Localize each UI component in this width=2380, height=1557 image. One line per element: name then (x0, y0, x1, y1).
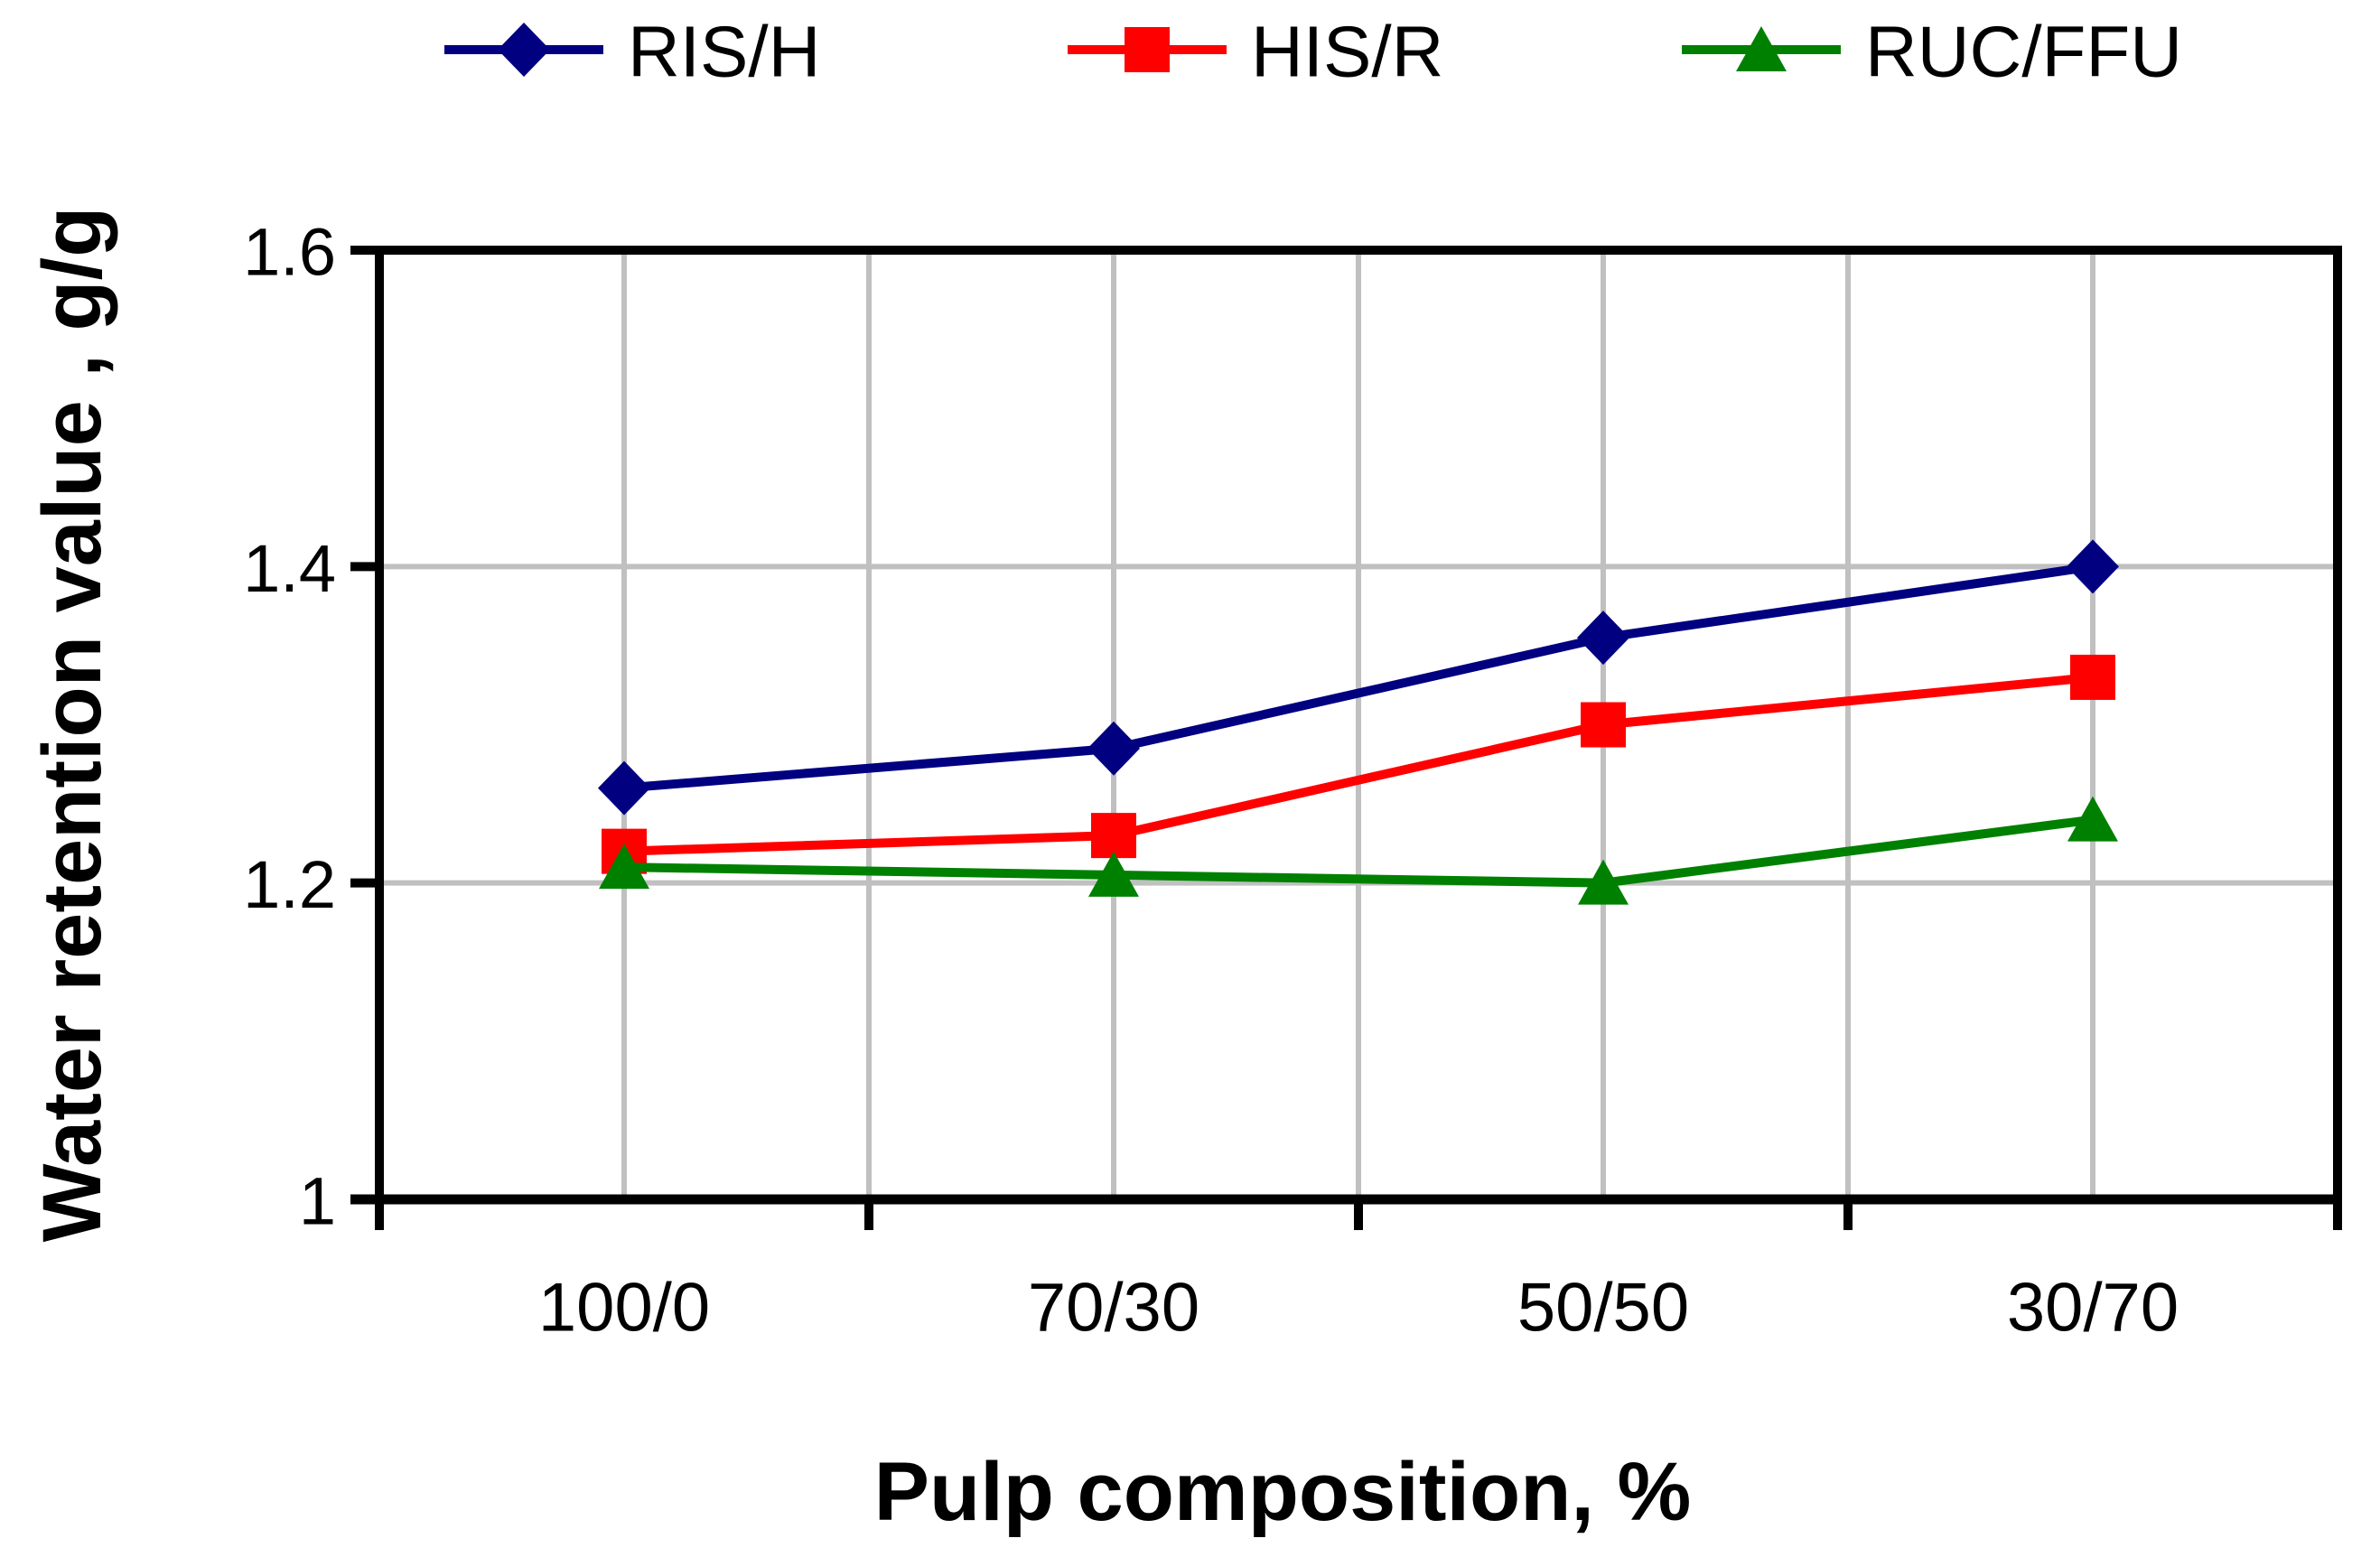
y-tick-label: 1.2 (243, 847, 336, 922)
series-line-his-r (623, 672, 2094, 856)
data-point-marker (598, 760, 650, 816)
legend-label: HIS/R (1251, 12, 1443, 92)
data-point-marker (599, 844, 649, 890)
legend-label: RUC/FFU (1865, 12, 2182, 92)
data-point-marker (2067, 796, 2118, 842)
y-axis-title: Water retention value , g/g (26, 207, 118, 1243)
data-point-marker (1087, 721, 1140, 776)
legend-marker (1125, 27, 1170, 72)
series-line-ruc-ffu (623, 815, 2094, 888)
series-line-ris-h (623, 562, 2094, 793)
legend-marker (1736, 26, 1787, 71)
x-tick-label: 70/30 (1028, 1270, 1199, 1347)
data-point-marker (1581, 702, 1626, 748)
y-tick-label: 1.4 (243, 531, 336, 606)
data-point-marker (2070, 654, 2115, 700)
x-tick-label: 50/50 (1517, 1270, 1689, 1347)
data-point-marker (1577, 611, 1629, 666)
data-point-marker (1091, 813, 1136, 859)
y-tick-label: 1 (299, 1164, 336, 1239)
x-axis-title: Pulp composition, % (874, 1446, 1692, 1538)
legend-marker (498, 23, 550, 77)
x-tick-label: 30/70 (2007, 1270, 2179, 1347)
x-tick-label: 100/0 (538, 1270, 710, 1347)
data-point-marker (1088, 851, 1139, 897)
y-tick-label: 1.6 (243, 215, 336, 290)
legend-label: RIS/H (628, 12, 820, 92)
data-point-marker (1578, 859, 1629, 905)
data-point-marker (2067, 539, 2119, 594)
